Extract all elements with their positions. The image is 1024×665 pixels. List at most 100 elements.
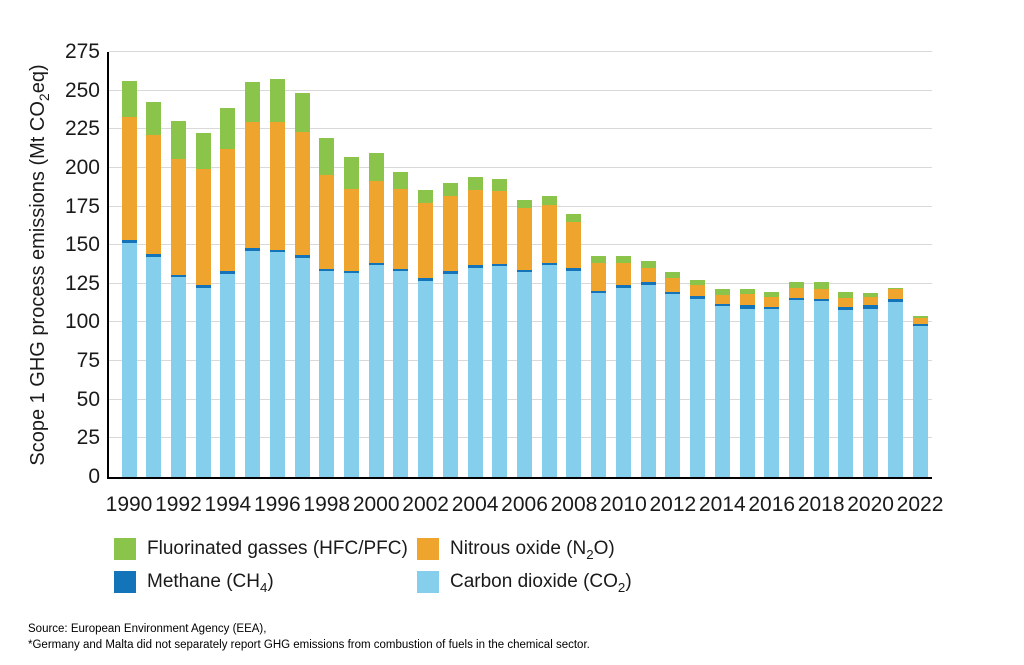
carbon-dioxide-swatch	[417, 571, 439, 593]
x-tick-label-1990: 1990	[105, 493, 153, 516]
x-tick-label-2002: 2002	[402, 493, 449, 516]
segment-ch4-2016	[764, 307, 780, 310]
segment-fgas-1993	[195, 133, 211, 169]
segment-n2o-1996	[269, 121, 285, 250]
segment-ch4-2009	[591, 290, 607, 294]
segment-n2o-1998	[319, 174, 335, 270]
segment-n2o-1992	[170, 158, 186, 275]
segment-co2-2014	[714, 306, 730, 477]
bar-1992	[170, 120, 186, 477]
segment-fgas-1990	[121, 81, 137, 117]
x-tick-label-1994: 1994	[204, 493, 252, 516]
segment-fgas-2015	[739, 289, 755, 294]
segment-n2o-2020	[863, 296, 879, 306]
gridline-250	[109, 89, 932, 91]
y-tick-label-175: 175	[64, 194, 100, 218]
segment-co2-2006	[517, 272, 533, 477]
segment-ch4-2000	[368, 262, 384, 266]
segment-n2o-2009	[591, 262, 607, 291]
segment-n2o-2010	[615, 262, 631, 286]
x-tick-label-2006: 2006	[501, 493, 548, 516]
y-tick-label-125: 125	[64, 271, 100, 295]
bar-1999	[343, 157, 359, 477]
bar-2016	[764, 291, 780, 477]
x-tick-label-2008: 2008	[550, 493, 598, 516]
bar-2001	[393, 171, 409, 477]
y-tick-label-275: 275	[64, 40, 100, 63]
segment-n2o-2005	[492, 191, 508, 264]
segment-co2-2021	[887, 301, 903, 477]
segment-fgas-2010	[615, 256, 631, 263]
x-tick-label-2022: 2022	[896, 493, 944, 516]
segment-co2-2012	[665, 293, 681, 477]
segment-co2-2017	[788, 300, 804, 477]
segment-fgas-2000	[368, 153, 384, 182]
segment-co2-1992	[170, 276, 186, 477]
segment-fgas-2001	[393, 171, 409, 189]
segment-fgas-1992	[170, 120, 186, 159]
segment-n2o-1999	[343, 188, 359, 271]
segment-co2-2008	[566, 270, 582, 477]
segment-co2-2004	[467, 267, 483, 477]
bar-2009	[591, 256, 607, 477]
bar-2010	[615, 256, 631, 477]
bar-2004	[467, 177, 483, 477]
segment-ch4-2002	[418, 278, 434, 281]
bar-2006	[517, 199, 533, 477]
segment-fgas-2019	[838, 292, 854, 298]
bar-2013	[690, 279, 706, 477]
segment-co2-1994	[220, 273, 236, 477]
x-tick-label-2018: 2018	[797, 493, 845, 516]
segment-n2o-2000	[368, 181, 384, 263]
y-tick-label-75: 75	[76, 349, 100, 373]
segment-n2o-2018	[813, 289, 829, 299]
segment-co2-2011	[640, 284, 656, 477]
bar-1993	[195, 133, 211, 477]
segment-n2o-2008	[566, 222, 582, 269]
bar-2000	[368, 153, 384, 477]
segment-ch4-2006	[517, 269, 533, 273]
legend-item-methane: Methane (CH4)	[114, 571, 417, 595]
x-tick-label-1996: 1996	[253, 493, 301, 516]
legend-item-nitrous-oxide: Nitrous oxide (N2O)	[417, 538, 632, 562]
segment-co2-2022	[912, 326, 928, 477]
segment-fgas-2002	[418, 189, 434, 204]
bar-2021	[887, 287, 903, 477]
segment-co2-2016	[764, 309, 780, 477]
segment-n2o-2012	[665, 278, 681, 292]
segment-co2-2010	[615, 287, 631, 477]
segment-co2-2018	[813, 300, 829, 477]
segment-fgas-1995	[245, 82, 261, 123]
segment-ch4-2003	[442, 271, 458, 274]
segment-fgas-1996	[269, 79, 285, 122]
segment-ch4-2021	[887, 298, 903, 302]
segment-n2o-2016	[764, 296, 780, 308]
x-tick-label-2000: 2000	[352, 493, 400, 516]
bar-2017	[788, 281, 804, 477]
bar-2002	[418, 189, 434, 477]
legend-item-carbon-dioxide: Carbon dioxide (CO2)	[417, 571, 632, 595]
segment-fgas-1999	[343, 157, 359, 189]
bar-2018	[813, 282, 829, 477]
methane-swatch	[114, 571, 136, 593]
segment-co2-2015	[739, 308, 755, 477]
bar-1995	[245, 82, 261, 477]
segment-co2-1991	[146, 256, 162, 477]
segment-co2-2005	[492, 266, 508, 477]
segment-ch4-1999	[343, 270, 359, 273]
segment-n2o-2011	[640, 268, 656, 283]
x-tick-label-2020: 2020	[847, 493, 894, 516]
y-tick-label-0: 0	[88, 465, 100, 488]
segment-co2-1997	[294, 257, 310, 477]
segment-fgas-2005	[492, 178, 508, 192]
segment-fgas-2011	[640, 261, 656, 269]
source-line-2: *Germany and Malta did not separately re…	[28, 638, 590, 651]
segment-ch4-1990	[121, 239, 137, 243]
y-tick-label-25: 25	[76, 426, 100, 450]
bar-2019	[838, 292, 854, 477]
bar-1997	[294, 93, 310, 477]
bar-2012	[665, 272, 681, 477]
segment-ch4-2018	[813, 298, 829, 301]
segment-n2o-2015	[739, 293, 755, 306]
segment-fgas-2009	[591, 256, 607, 263]
